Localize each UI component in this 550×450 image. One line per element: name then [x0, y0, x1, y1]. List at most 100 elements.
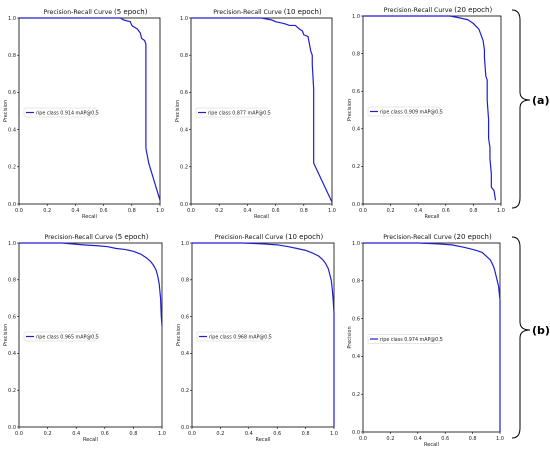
chart-title: Precision-Recall Curve (20 epoch) [384, 6, 493, 14]
x-tick-label: 0.4 [243, 208, 251, 214]
x-axis-label: Recall [254, 214, 269, 220]
chart-title-main: Precision-Recall Curve [213, 9, 284, 16]
y-tick-label: 0.6 [352, 316, 360, 322]
pr-curve-line [19, 242, 163, 326]
y-tick-label: 1.0 [181, 241, 189, 247]
y-tick-label: 0.8 [180, 53, 188, 59]
chart-title: Precision-Recall Curve (5 epoch) [44, 8, 148, 16]
x-tick-label: 0.0 [15, 431, 23, 437]
pr-curve-line [191, 17, 333, 203]
x-tick-label: 0.2 [216, 431, 224, 437]
x-tick-label: 0.8 [128, 208, 136, 214]
x-tick-label: 0.6 [273, 431, 281, 437]
y-tick-label: 0.4 [8, 127, 16, 133]
y-tick-label: 0.4 [181, 351, 189, 357]
x-axis-label: Recall [424, 442, 439, 448]
x-axis-label: Recall [83, 437, 98, 443]
legend-box [23, 331, 97, 342]
chart-title: Precision-Recall Curve (10 epoch) [215, 233, 324, 241]
y-tick-label: 0.8 [181, 278, 189, 284]
group-brace-b [511, 236, 531, 439]
x-tick-label: 0.8 [302, 431, 310, 437]
y-axis-label: Precision [3, 324, 9, 346]
y-tick-label: 0.4 [352, 354, 360, 360]
y-axis-label: Precision [347, 99, 353, 121]
x-tick-label: 0.8 [469, 208, 477, 214]
chart-title-suffix: (20 epoch) [454, 6, 492, 14]
legend-entry: ripe class 0.914 mAP@0.5 [36, 110, 99, 116]
y-tick-label: 0.0 [352, 202, 360, 208]
chart-title-main: Precision-Recall Curve [45, 234, 116, 241]
chart-panels: 0.0 0.2 0.4 0.6 0.8 1.0 0.0 0.2 0.4 0.6 0.8 1.0 Reca… [3, 6, 505, 448]
chart-title: Precision-Recall Curve (5 epoch) [45, 233, 149, 241]
x-tick-label: 0.4 [71, 208, 79, 214]
y-tick-label: 0.6 [352, 89, 360, 95]
y-tick-label: 0.2 [8, 165, 16, 171]
x-axis-label: Recall [425, 214, 440, 220]
x-tick-label: 0.6 [100, 208, 108, 214]
y-tick-label: 0.0 [180, 202, 188, 208]
x-tick-label: 0.8 [129, 431, 137, 437]
y-tick-label: 0.8 [352, 279, 360, 285]
legend-box [195, 107, 269, 118]
x-tick-label: 0.4 [245, 431, 253, 437]
y-tick-label: 0.6 [8, 314, 16, 320]
x-axis-label: Recall [82, 214, 97, 220]
legend-box [367, 106, 441, 117]
chart-title-main: Precision-Recall Curve [44, 9, 115, 16]
legend-entry: ripe class 0.877 mAP@0.5 [208, 110, 271, 116]
legend-box [196, 331, 270, 342]
x-tick-label: 0.4 [414, 436, 422, 442]
chart-title: Precision-Recall Curve (20 epoch) [383, 233, 492, 241]
pr-chart-3: 0.0 0.2 0.4 0.6 0.8 1.0 0.0 0.2 0.4 0.6 0.8 1.0 Reca… [347, 6, 505, 220]
x-tick-label: 0.4 [72, 431, 80, 437]
chart-title-suffix: (10 epoch) [285, 233, 323, 241]
pr-curve-line [363, 242, 501, 432]
legend-entry: ripe class 0.909 mAP@0.5 [380, 109, 443, 115]
group-label-a: (a) [532, 94, 549, 107]
pr-chart-5: 0.0 0.2 0.4 0.6 0.8 1.0 0.0 0.2 0.4 0.6 0.8 1.0 Reca… [176, 233, 338, 443]
y-tick-label: 0.8 [8, 53, 16, 59]
y-tick-label: 0.6 [8, 90, 16, 96]
x-tick-label: 0.4 [414, 208, 422, 214]
y-tick-label: 0.0 [8, 202, 16, 208]
group-brace-a [511, 9, 531, 209]
y-tick-label: 0.4 [352, 127, 360, 133]
x-tick-label: 0.2 [44, 431, 52, 437]
x-tick-label: 0.6 [272, 208, 280, 214]
pr-curve-line [19, 17, 161, 201]
x-tick-label: 0.2 [386, 436, 394, 442]
pr-chart-2: 0.0 0.2 0.4 0.6 0.8 1.0 0.0 0.2 0.4 0.6 0.8 1.0 Reca… [175, 8, 336, 220]
legend-entry: ripe class 0.965 mAP@0.5 [36, 334, 99, 340]
x-tick-label: 1.0 [328, 208, 336, 214]
x-tick-label: 0.0 [187, 208, 195, 214]
legend-entry: ripe class 0.974 mAP@0.5 [380, 337, 443, 343]
y-tick-label: 1.0 [8, 16, 16, 22]
x-tick-label: 0.2 [215, 208, 223, 214]
chart-title-suffix: (20 epoch) [454, 233, 492, 241]
y-axis-label: Precision [3, 100, 9, 122]
pr-chart-4: 0.0 0.2 0.4 0.6 0.8 1.0 0.0 0.2 0.4 0.6 0.8 1.0 Reca… [3, 233, 166, 443]
chart-title-suffix: (5 epoch) [115, 233, 149, 241]
y-tick-label: 0.2 [180, 165, 188, 171]
x-tick-label: 0.0 [359, 436, 367, 442]
y-tick-label: 0.0 [181, 425, 189, 431]
group-label-b: (b) [532, 324, 550, 337]
y-axis-label: Precision [176, 324, 182, 346]
x-tick-label: 1.0 [497, 208, 505, 214]
x-tick-label: 1.0 [156, 208, 164, 214]
x-tick-label: 1.0 [330, 431, 338, 437]
chart-title-main: Precision-Recall Curve [215, 234, 286, 241]
y-tick-label: 0.6 [181, 314, 189, 320]
y-tick-label: 0.6 [180, 90, 188, 96]
y-tick-label: 0.0 [8, 425, 16, 431]
y-tick-label: 1.0 [352, 241, 360, 247]
x-tick-label: 0.6 [101, 431, 109, 437]
y-tick-label: 1.0 [352, 14, 360, 20]
y-tick-label: 1.0 [8, 241, 16, 247]
chart-title-suffix: (10 epoch) [284, 8, 322, 16]
legend-box [367, 334, 441, 344]
y-tick-label: 0.2 [8, 388, 16, 394]
x-tick-label: 0.0 [188, 431, 196, 437]
